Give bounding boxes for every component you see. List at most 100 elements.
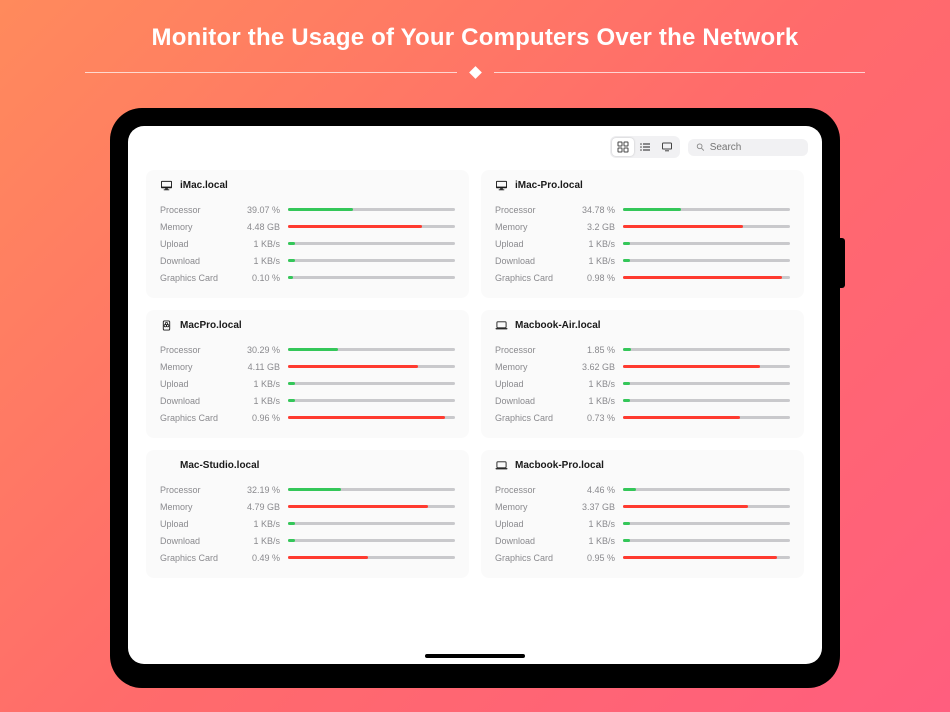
metric-row-download: Download1 KB/s <box>160 532 455 549</box>
metric-row-upload: Upload1 KB/s <box>160 375 455 392</box>
metric-label: Upload <box>160 519 230 529</box>
search-icon <box>696 142 705 152</box>
tablet-frame: iMac.localProcessor39.07 %Memory4.48 GBU… <box>110 108 840 688</box>
device-name: iMac-Pro.local <box>515 180 583 191</box>
metric-bar-fill <box>623 556 777 559</box>
device-name: Mac-Studio.local <box>180 460 259 471</box>
metric-bar <box>288 225 455 228</box>
grid-icon <box>617 141 629 153</box>
metric-row-memory: Memory 3.37 GB <box>495 498 790 515</box>
metric-bar <box>288 522 455 525</box>
metric-bar <box>288 365 455 368</box>
metric-bar <box>288 416 455 419</box>
metric-value: 0.10 % <box>238 273 280 283</box>
metric-row-download: Download1 KB/s <box>160 252 455 269</box>
metric-value: 3.2 GB <box>573 222 615 232</box>
metric-bar <box>623 365 790 368</box>
metric-row-memory: Memory4.79 GB <box>160 498 455 515</box>
view-detail-button[interactable] <box>656 138 678 156</box>
metric-bar-fill <box>623 488 636 491</box>
metric-row-graphics: Graphics Card0.98 % <box>495 269 790 286</box>
divider-line-left <box>85 72 457 73</box>
view-grid-button[interactable] <box>612 138 634 156</box>
view-list-button[interactable] <box>634 138 656 156</box>
search-box[interactable] <box>688 139 808 156</box>
card-header: MacPro.local <box>160 320 455 341</box>
metric-bar-fill <box>288 416 445 419</box>
metric-bar-fill <box>288 539 295 542</box>
device-card-mac-studio[interactable]: Mac-Studio.local Processor32.19 %Memory4.… <box>146 450 469 578</box>
metric-bar-fill <box>288 556 368 559</box>
view-mode-segmented <box>610 136 680 158</box>
metric-label: Download <box>495 396 565 406</box>
metric-value: 1 KB/s <box>238 379 280 389</box>
card-header: iMac-Pro.local <box>495 180 790 201</box>
device-name: Macbook-Air.local <box>515 320 601 331</box>
metric-bar-fill <box>288 225 422 228</box>
metric-bar-fill <box>623 522 630 525</box>
metric-bar-fill <box>288 488 341 491</box>
metric-label: Download <box>160 256 230 266</box>
metric-value: 1 KB/s <box>573 239 615 249</box>
macpro-icon <box>160 320 173 331</box>
device-name: MacPro.local <box>180 320 242 331</box>
card-header: Mac-Studio.local <box>160 460 455 481</box>
metric-label: Processor <box>495 345 565 355</box>
metric-row-graphics: Graphics Card0.49 % <box>160 549 455 566</box>
metric-row-memory: Memory4.48 GB <box>160 218 455 235</box>
metric-label: Memory <box>495 222 565 232</box>
divider-diamond-icon <box>469 66 482 79</box>
imac-icon <box>160 180 173 191</box>
device-card-macpro[interactable]: MacPro.localProcessor30.29 %Memory4.11 G… <box>146 310 469 438</box>
metric-bar-fill <box>288 259 295 262</box>
metric-value: 39.07 % <box>238 205 280 215</box>
metric-bar <box>623 208 790 211</box>
search-input[interactable] <box>710 142 800 153</box>
metric-bar-fill <box>288 399 295 402</box>
laptop-icon <box>495 460 508 471</box>
metric-label: Memory <box>495 502 565 512</box>
metric-row-processor: Processor34.78 % <box>495 201 790 218</box>
metric-row-graphics: Graphics Card0.73 % <box>495 409 790 426</box>
metric-row-processor: Processor32.19 % <box>160 481 455 498</box>
metric-label: Download <box>160 396 230 406</box>
device-card-imac[interactable]: iMac.localProcessor39.07 %Memory4.48 GBU… <box>146 170 469 298</box>
metric-row-upload: Upload1 KB/s <box>495 235 790 252</box>
metric-value: 3.37 GB <box>573 502 615 512</box>
metric-bar-fill <box>288 348 338 351</box>
metric-bar <box>288 539 455 542</box>
metric-bar-fill <box>623 208 681 211</box>
metric-label: Graphics Card <box>495 413 565 423</box>
metric-bar <box>623 539 790 542</box>
metric-value: 1 KB/s <box>573 519 615 529</box>
device-card-macbook-air[interactable]: Macbook-Air.localProcessor1.85 %Memory3.… <box>481 310 804 438</box>
metric-bar <box>288 382 455 385</box>
toolbar <box>128 126 822 164</box>
none-icon <box>160 460 173 471</box>
card-header: Macbook-Pro.local <box>495 460 790 481</box>
metric-bar <box>288 259 455 262</box>
metric-bar <box>288 348 455 351</box>
metric-label: Graphics Card <box>160 413 230 423</box>
metric-bar <box>623 399 790 402</box>
tablet-screen: iMac.localProcessor39.07 %Memory4.48 GBU… <box>128 126 822 664</box>
metric-row-graphics: Graphics Card0.10 % <box>160 269 455 286</box>
metric-bar-fill <box>623 242 630 245</box>
metric-row-processor: Processor39.07 % <box>160 201 455 218</box>
metric-value: 1.85 % <box>573 345 615 355</box>
metric-label: Processor <box>495 485 565 495</box>
device-card-macbook-pro[interactable]: Macbook-Pro.localProcessor4.46 %Memory3.… <box>481 450 804 578</box>
metric-row-upload: Upload1 KB/s <box>160 515 455 532</box>
metric-value: 1 KB/s <box>573 536 615 546</box>
metric-bar-fill <box>623 259 630 262</box>
metric-bar <box>288 242 455 245</box>
metric-bar-fill <box>623 416 740 419</box>
metric-label: Download <box>160 536 230 546</box>
metric-value: 32.19 % <box>238 485 280 495</box>
metric-value: 0.96 % <box>238 413 280 423</box>
metric-value: 4.11 GB <box>238 362 280 372</box>
metric-label: Upload <box>495 379 565 389</box>
device-card-imac-pro[interactable]: iMac-Pro.local Processor34.78 % Memory 3.2 … <box>481 170 804 298</box>
hero-divider <box>85 68 865 77</box>
metric-value: 30.29 % <box>238 345 280 355</box>
